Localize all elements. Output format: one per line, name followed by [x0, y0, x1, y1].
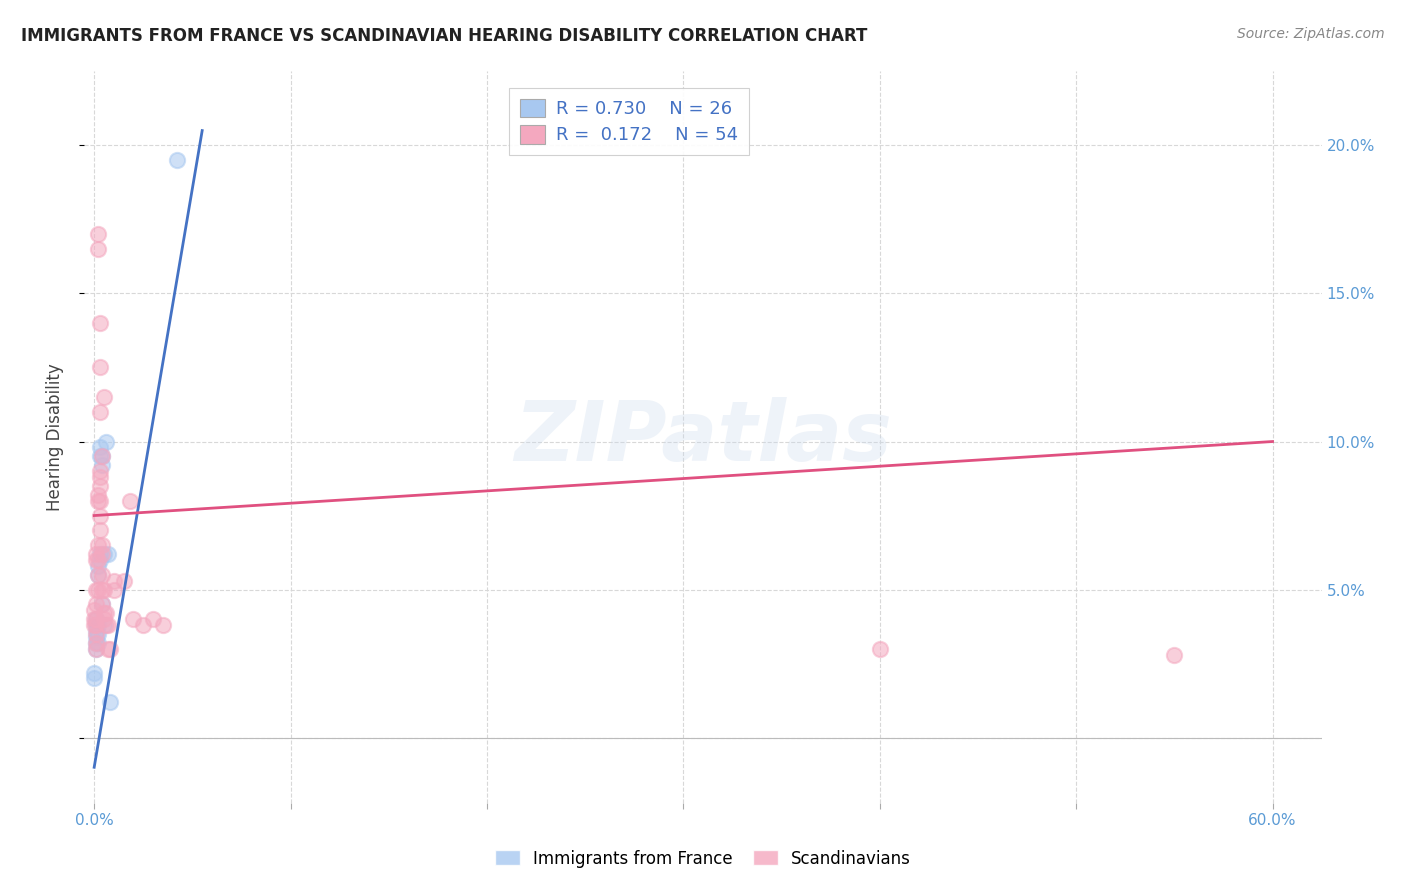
Point	[87, 493, 110, 508]
Point	[91, 567, 114, 582]
Point	[89, 547, 111, 561]
Text: Source: ZipAtlas.com: Source: ZipAtlas.com	[1237, 27, 1385, 41]
Point	[83, 665, 105, 680]
Point	[132, 618, 155, 632]
Point	[87, 227, 110, 242]
Point	[84, 641, 107, 656]
Point	[87, 538, 110, 552]
Point	[122, 612, 145, 626]
Point	[166, 153, 188, 168]
Point	[91, 582, 114, 597]
Point	[84, 547, 107, 561]
Point	[89, 360, 111, 375]
Point	[97, 547, 120, 561]
Point	[87, 582, 110, 597]
Point	[87, 567, 110, 582]
Point	[91, 598, 114, 612]
Point	[84, 627, 107, 641]
Point	[91, 458, 114, 473]
Point	[869, 641, 891, 656]
Point	[93, 547, 115, 561]
Point	[91, 547, 114, 561]
Point	[89, 316, 111, 330]
Point	[98, 695, 121, 709]
Point	[84, 612, 107, 626]
Point	[142, 612, 165, 626]
Point	[89, 464, 111, 478]
Point	[83, 603, 105, 617]
Point	[84, 598, 107, 612]
Point	[98, 641, 121, 656]
Point	[87, 627, 110, 641]
Point	[87, 242, 110, 256]
Point	[84, 618, 107, 632]
Point	[87, 553, 110, 567]
Point	[87, 618, 110, 632]
Legend: Immigrants from France, Scandinavians: Immigrants from France, Scandinavians	[495, 849, 911, 868]
Point	[97, 618, 120, 632]
Point	[103, 574, 125, 588]
Point	[87, 558, 110, 573]
Point	[89, 479, 111, 493]
Point	[94, 434, 117, 449]
Point	[89, 493, 111, 508]
Point	[87, 636, 110, 650]
Point	[87, 567, 110, 582]
Point	[84, 636, 107, 650]
Point	[89, 470, 111, 484]
Point	[83, 672, 105, 686]
Point	[91, 598, 114, 612]
Point	[1163, 648, 1185, 662]
Point	[103, 582, 125, 597]
Point	[89, 441, 111, 455]
Point	[83, 618, 105, 632]
Point	[93, 618, 115, 632]
Point	[89, 450, 111, 464]
Point	[91, 538, 114, 552]
Point	[84, 612, 107, 626]
Point	[87, 488, 110, 502]
Point	[84, 641, 107, 656]
Point	[89, 508, 111, 523]
Point	[112, 574, 135, 588]
Point	[83, 612, 105, 626]
Point	[93, 390, 115, 404]
Text: IMMIGRANTS FROM FRANCE VS SCANDINAVIAN HEARING DISABILITY CORRELATION CHART: IMMIGRANTS FROM FRANCE VS SCANDINAVIAN H…	[21, 27, 868, 45]
Point	[84, 582, 107, 597]
Point	[94, 607, 117, 621]
Point	[94, 618, 117, 632]
Point	[93, 612, 115, 626]
Y-axis label: Hearing Disability: Hearing Disability	[45, 363, 63, 511]
Point	[118, 493, 141, 508]
Point	[91, 450, 114, 464]
Point	[84, 630, 107, 644]
Point	[93, 582, 115, 597]
Point	[93, 607, 115, 621]
Point	[91, 450, 114, 464]
Point	[84, 618, 107, 632]
Text: ZIPatlas: ZIPatlas	[515, 397, 891, 477]
Point	[84, 553, 107, 567]
Point	[89, 553, 111, 567]
Point	[84, 636, 107, 650]
Point	[84, 624, 107, 638]
Point	[89, 524, 111, 538]
Point	[89, 405, 111, 419]
Point	[97, 641, 120, 656]
Point	[152, 618, 174, 632]
